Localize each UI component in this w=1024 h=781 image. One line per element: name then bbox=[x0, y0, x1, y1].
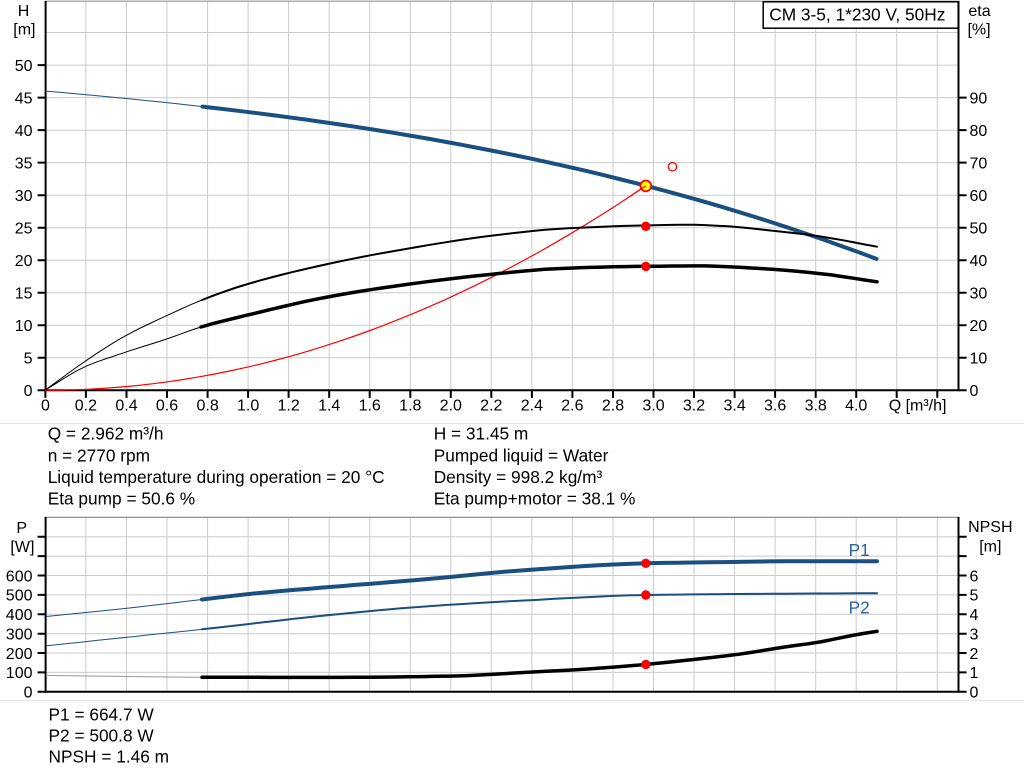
svg-text:eta: eta bbox=[968, 3, 990, 20]
svg-text:[m]: [m] bbox=[13, 22, 35, 39]
svg-text:70: 70 bbox=[970, 155, 988, 172]
svg-text:4.0: 4.0 bbox=[845, 398, 867, 415]
svg-text:15: 15 bbox=[15, 286, 33, 303]
svg-text:[%]: [%] bbox=[967, 22, 990, 39]
svg-text:600: 600 bbox=[6, 568, 33, 585]
svg-text:300: 300 bbox=[6, 627, 33, 644]
svg-text:3: 3 bbox=[970, 627, 979, 644]
svg-text:Q [m³/h]: Q [m³/h] bbox=[889, 398, 947, 415]
svg-text:500: 500 bbox=[6, 588, 33, 605]
svg-text:35: 35 bbox=[15, 155, 33, 172]
svg-text:90: 90 bbox=[970, 90, 988, 107]
svg-text:1.4: 1.4 bbox=[318, 398, 340, 415]
svg-text:5: 5 bbox=[970, 588, 979, 605]
svg-text:1: 1 bbox=[970, 665, 979, 682]
svg-text:[m]: [m] bbox=[979, 539, 1001, 556]
svg-text:6: 6 bbox=[970, 568, 979, 585]
svg-text:30: 30 bbox=[970, 286, 988, 303]
svg-text:2: 2 bbox=[970, 646, 979, 663]
svg-text:2.6: 2.6 bbox=[561, 398, 583, 415]
svg-text:30: 30 bbox=[15, 188, 33, 205]
svg-text:Liquid temperature during oper: Liquid temperature during operation = 20… bbox=[48, 467, 385, 487]
svg-text:H = 31.45 m: H = 31.45 m bbox=[434, 424, 529, 444]
svg-text:2.0: 2.0 bbox=[440, 398, 462, 415]
svg-text:10: 10 bbox=[15, 318, 33, 335]
svg-text:2.4: 2.4 bbox=[521, 398, 543, 415]
svg-text:40: 40 bbox=[970, 253, 988, 270]
svg-text:0.8: 0.8 bbox=[196, 398, 218, 415]
svg-text:1.2: 1.2 bbox=[277, 398, 299, 415]
svg-text:NPSH = 1.46 m: NPSH = 1.46 m bbox=[49, 747, 170, 767]
svg-text:10: 10 bbox=[970, 351, 988, 368]
svg-text:3.4: 3.4 bbox=[723, 398, 745, 415]
svg-text:0: 0 bbox=[41, 398, 50, 415]
svg-text:H: H bbox=[18, 3, 30, 20]
svg-text:P2: P2 bbox=[849, 597, 870, 617]
svg-text:P1 = 664.7 W: P1 = 664.7 W bbox=[49, 704, 155, 724]
svg-text:50: 50 bbox=[15, 58, 33, 75]
svg-text:100: 100 bbox=[6, 665, 33, 682]
svg-text:n = 2770 rpm: n = 2770 rpm bbox=[48, 445, 150, 465]
svg-text:0.6: 0.6 bbox=[156, 398, 178, 415]
svg-text:400: 400 bbox=[6, 607, 33, 624]
svg-text:CM 3-5, 1*230 V, 50Hz: CM 3-5, 1*230 V, 50Hz bbox=[769, 4, 945, 24]
svg-text:1.6: 1.6 bbox=[359, 398, 381, 415]
svg-text:45: 45 bbox=[15, 90, 33, 107]
svg-text:40: 40 bbox=[15, 123, 33, 140]
svg-text:4: 4 bbox=[970, 607, 979, 624]
svg-text:3.8: 3.8 bbox=[805, 398, 827, 415]
svg-text:0: 0 bbox=[24, 685, 33, 702]
svg-text:Q = 2.962 m³/h: Q = 2.962 m³/h bbox=[48, 424, 164, 444]
svg-text:P: P bbox=[16, 520, 27, 537]
svg-text:0: 0 bbox=[24, 383, 33, 400]
svg-text:50: 50 bbox=[970, 221, 988, 238]
svg-text:60: 60 bbox=[970, 188, 988, 205]
svg-text:1.8: 1.8 bbox=[399, 398, 421, 415]
svg-text:80: 80 bbox=[970, 123, 988, 140]
svg-text:3.2: 3.2 bbox=[683, 398, 705, 415]
svg-text:20: 20 bbox=[15, 253, 33, 270]
svg-text:3.0: 3.0 bbox=[642, 398, 664, 415]
svg-text:Pumped liquid = Water: Pumped liquid = Water bbox=[434, 445, 609, 465]
svg-text:0: 0 bbox=[970, 685, 979, 702]
svg-text:Eta pump = 50.6 %: Eta pump = 50.6 % bbox=[48, 489, 195, 509]
svg-text:NPSH: NPSH bbox=[968, 519, 1012, 536]
svg-text:20: 20 bbox=[970, 318, 988, 335]
svg-text:0: 0 bbox=[970, 383, 979, 400]
svg-text:2.8: 2.8 bbox=[602, 398, 624, 415]
svg-text:Density = 998.2 kg/m³: Density = 998.2 kg/m³ bbox=[434, 467, 603, 487]
svg-text:25: 25 bbox=[15, 221, 33, 238]
svg-text:0.2: 0.2 bbox=[75, 398, 97, 415]
svg-text:[W]: [W] bbox=[10, 539, 34, 556]
svg-text:P2 = 500.8 W: P2 = 500.8 W bbox=[49, 726, 155, 746]
svg-text:200: 200 bbox=[6, 646, 33, 663]
svg-text:Eta pump+motor = 38.1 %: Eta pump+motor = 38.1 % bbox=[434, 489, 636, 509]
svg-text:2.2: 2.2 bbox=[480, 398, 502, 415]
svg-text:0.4: 0.4 bbox=[115, 398, 137, 415]
svg-text:5: 5 bbox=[24, 351, 33, 368]
svg-text:1.0: 1.0 bbox=[237, 398, 259, 415]
svg-text:P1: P1 bbox=[849, 540, 870, 560]
svg-text:3.6: 3.6 bbox=[764, 398, 786, 415]
